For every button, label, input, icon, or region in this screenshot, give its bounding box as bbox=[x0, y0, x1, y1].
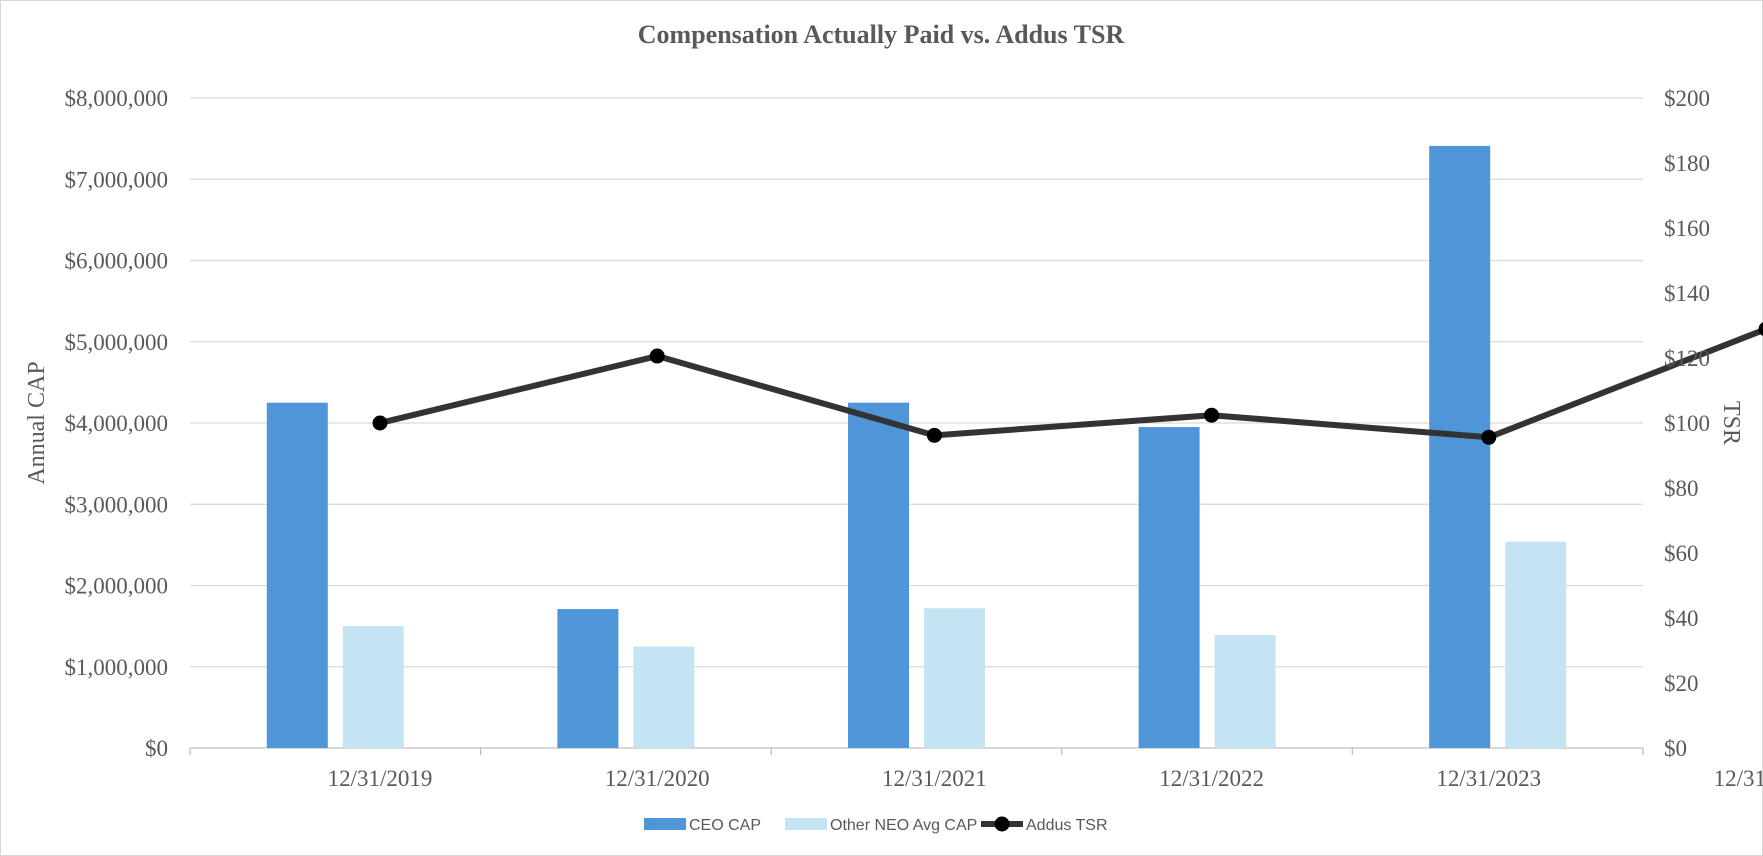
y-tick-label-left: $2,000,000 bbox=[65, 574, 169, 599]
x-tick-label: 12/31/2020 bbox=[605, 766, 710, 791]
y-tick-label-left: $8,000,000 bbox=[65, 86, 169, 111]
tsr-point bbox=[649, 348, 665, 364]
y-tick-label-left: $7,000,000 bbox=[65, 167, 169, 192]
legend-addus-tsr: Addus TSR bbox=[981, 816, 1108, 834]
y-tick-label-left: $3,000,000 bbox=[65, 492, 169, 517]
legend-swatch bbox=[785, 818, 827, 830]
legend: CEO CAP Other NEO Avg CAP Addus TSR bbox=[644, 816, 1108, 834]
x-tick-label: 12/31/2023 bbox=[1436, 766, 1541, 791]
ceo-cap-bar bbox=[848, 402, 909, 748]
legend-label: Addus TSR bbox=[1026, 817, 1108, 834]
x-tick-label: 12/31/2024 bbox=[1714, 766, 1763, 791]
legend-swatch bbox=[644, 818, 686, 830]
ceo-cap-bar bbox=[1429, 145, 1491, 748]
ceo-cap-bar bbox=[266, 402, 328, 748]
neo-avg-cap-bar bbox=[342, 626, 404, 748]
neo-avg-cap-bar bbox=[1505, 541, 1567, 748]
ceo-cap-bar bbox=[1138, 427, 1200, 748]
tsr-line-path bbox=[379, 327, 1763, 441]
y-axis-title-left: Annual CAP bbox=[24, 361, 50, 484]
chart-title: Compensation Actually Paid vs. Addus TSR bbox=[638, 20, 1125, 49]
tsr-point bbox=[1204, 407, 1220, 423]
y-tick-label-left: $5,000,000 bbox=[65, 330, 169, 355]
y-tick-label-right: $140 bbox=[1664, 281, 1710, 306]
legend-marker bbox=[994, 816, 1010, 832]
y-tick-label-right: $80 bbox=[1664, 476, 1699, 501]
y-tick-label-right: $180 bbox=[1664, 151, 1710, 176]
y-tick-label-right: $0 bbox=[1664, 736, 1687, 761]
y-tick-label-right: $40 bbox=[1664, 606, 1699, 631]
x-tick-label: 12/31/2022 bbox=[1159, 766, 1264, 791]
y-tick-label-left: $4,000,000 bbox=[65, 411, 169, 436]
y-tick-label-left: $6,000,000 bbox=[65, 249, 169, 274]
y-tick-label-right: $100 bbox=[1664, 411, 1710, 436]
legend-neo-avg-cap: Other NEO Avg CAP bbox=[785, 817, 977, 834]
tsr-line bbox=[372, 322, 1763, 445]
x-tick-label: 12/31/2021 bbox=[882, 766, 987, 791]
y-tick-label-right: $200 bbox=[1664, 86, 1710, 111]
y-tick-label-right: $20 bbox=[1664, 671, 1699, 696]
legend-label: Other NEO Avg CAP bbox=[830, 817, 977, 834]
legend-ceo-cap: CEO CAP bbox=[644, 817, 761, 834]
tick-labels: $0 $1,000,000 $2,000,000 $3,000,000 $4,000,0… bbox=[65, 86, 1763, 791]
tsr-point bbox=[1758, 322, 1763, 336]
tsr-point bbox=[1481, 429, 1497, 445]
y-tick-label-right: $120 bbox=[1664, 346, 1710, 371]
bars bbox=[266, 145, 1567, 748]
neo-avg-cap-bar bbox=[633, 646, 695, 748]
y-tick-label-left: $0 bbox=[145, 736, 168, 761]
tsr-point bbox=[926, 427, 942, 443]
y-tick-label-right: $160 bbox=[1664, 216, 1710, 241]
tsr-point bbox=[372, 415, 388, 431]
y-tick-label-right: $60 bbox=[1664, 541, 1699, 566]
ceo-cap-bar bbox=[557, 609, 619, 748]
y-axis-title-right: TSR bbox=[1718, 401, 1744, 445]
neo-avg-cap-bar bbox=[924, 608, 985, 748]
neo-avg-cap-bar bbox=[1214, 635, 1276, 748]
gridlines bbox=[189, 97, 1644, 755]
y-tick-label-left: $1,000,000 bbox=[65, 655, 169, 680]
x-tick-label: 12/31/2019 bbox=[328, 766, 433, 791]
legend-label: CEO CAP bbox=[689, 817, 761, 834]
